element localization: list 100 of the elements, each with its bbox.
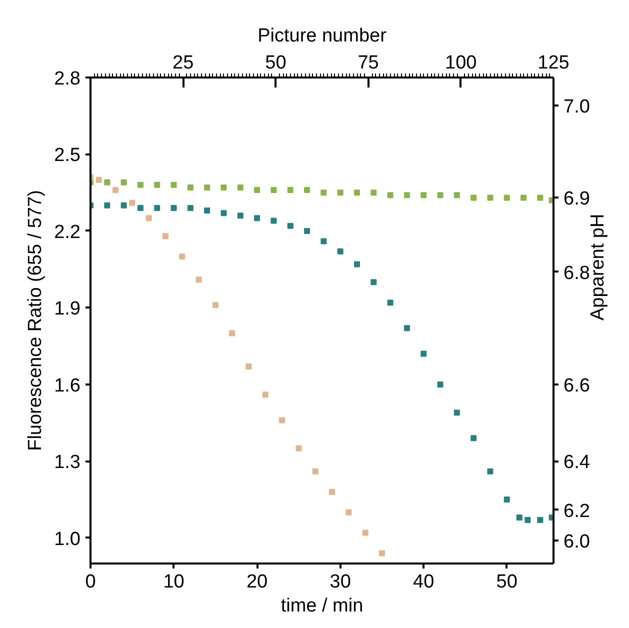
point: [487, 194, 494, 201]
point: [212, 302, 218, 308]
point: [370, 279, 377, 286]
point: [154, 182, 160, 188]
point: [170, 182, 177, 188]
point: [420, 350, 427, 357]
point: [229, 330, 236, 336]
point: [296, 445, 302, 452]
point: [237, 184, 244, 190]
point: [304, 187, 310, 194]
point: [504, 496, 510, 503]
point: [520, 194, 527, 201]
point: [337, 248, 344, 254]
point: [320, 190, 327, 196]
point: [270, 187, 277, 194]
point: [304, 228, 310, 234]
category-label: 6.9: [564, 188, 590, 210]
x-tick-label: 30: [330, 572, 351, 592]
point: [454, 410, 460, 416]
point: [204, 184, 210, 190]
point: [328, 488, 335, 495]
point: [320, 238, 327, 244]
point: [504, 194, 510, 201]
x-tick-label: 50: [496, 572, 518, 592]
point: [437, 192, 444, 198]
x2-tick-label: 100: [445, 52, 477, 74]
x2-tick-label: 25: [172, 52, 194, 74]
point: [262, 392, 268, 398]
point: [154, 204, 160, 211]
y-tick-label: 1.9: [54, 298, 81, 320]
point: [279, 417, 286, 424]
x-tick-label: 40: [413, 572, 434, 592]
point: [287, 222, 294, 229]
x2-tick-label: 50: [265, 52, 286, 74]
point: [516, 514, 522, 520]
point: [146, 215, 152, 222]
point: [354, 261, 360, 268]
point: [96, 176, 102, 183]
point: [137, 182, 144, 188]
point: [404, 325, 410, 332]
point: [196, 276, 202, 283]
point: [254, 187, 260, 194]
point: [487, 468, 494, 474]
x-tick-label: 0: [85, 572, 96, 592]
category-label: 6.4: [564, 452, 590, 474]
point: [120, 179, 127, 186]
point: [287, 187, 294, 194]
y-tick-label: 1.6: [54, 375, 81, 396]
point: [237, 212, 244, 219]
point: [162, 233, 168, 240]
point: [120, 202, 127, 208]
x-tick-label: 20: [246, 572, 268, 592]
point: [404, 192, 410, 198]
point: [420, 192, 427, 198]
point: [524, 517, 531, 524]
point: [104, 179, 110, 186]
point: [112, 187, 118, 194]
y-tick-label: 1.3: [54, 452, 81, 474]
point: [187, 184, 194, 190]
point: [378, 550, 385, 556]
point: [362, 530, 368, 536]
point: [346, 509, 352, 516]
point: [270, 218, 277, 224]
point: [537, 517, 544, 524]
y-tick-label: 2.2: [54, 222, 81, 243]
point: [470, 194, 477, 201]
point: [470, 435, 477, 442]
x2-tick-label: 75: [358, 52, 379, 74]
point: [387, 192, 394, 198]
point: [220, 184, 227, 190]
point: [254, 215, 260, 222]
y-axis-title: Fluorescence Ratio (655 / 577): [25, 190, 46, 451]
point: [170, 204, 177, 211]
category-label: 6.6: [564, 375, 590, 396]
y-tick-label: 2.5: [54, 145, 81, 166]
category-label: 7.0: [564, 96, 590, 118]
y-tick-label: 2.8: [54, 68, 81, 90]
point: [129, 200, 136, 206]
point: [104, 202, 110, 208]
point: [246, 364, 252, 370]
x-axis-title: time / min: [280, 596, 364, 616]
point: [220, 210, 227, 216]
y-tick-label: 1.0: [54, 528, 81, 550]
point: [337, 190, 344, 196]
point: [537, 194, 544, 201]
point: [137, 204, 144, 211]
category-label: 6.0: [564, 531, 590, 552]
point: [179, 254, 186, 260]
x2-tick-label: 125: [538, 52, 570, 74]
point: [204, 208, 210, 214]
point: [437, 381, 444, 388]
category-label: 6.8: [564, 262, 590, 284]
point: [387, 300, 394, 306]
point: [370, 190, 377, 196]
x2-axis-title: Picture number: [258, 26, 388, 46]
x-tick-label: 10: [163, 572, 184, 592]
point: [454, 192, 460, 198]
category-label: 6.2: [564, 500, 590, 522]
point: [354, 190, 360, 196]
point: [312, 468, 318, 474]
